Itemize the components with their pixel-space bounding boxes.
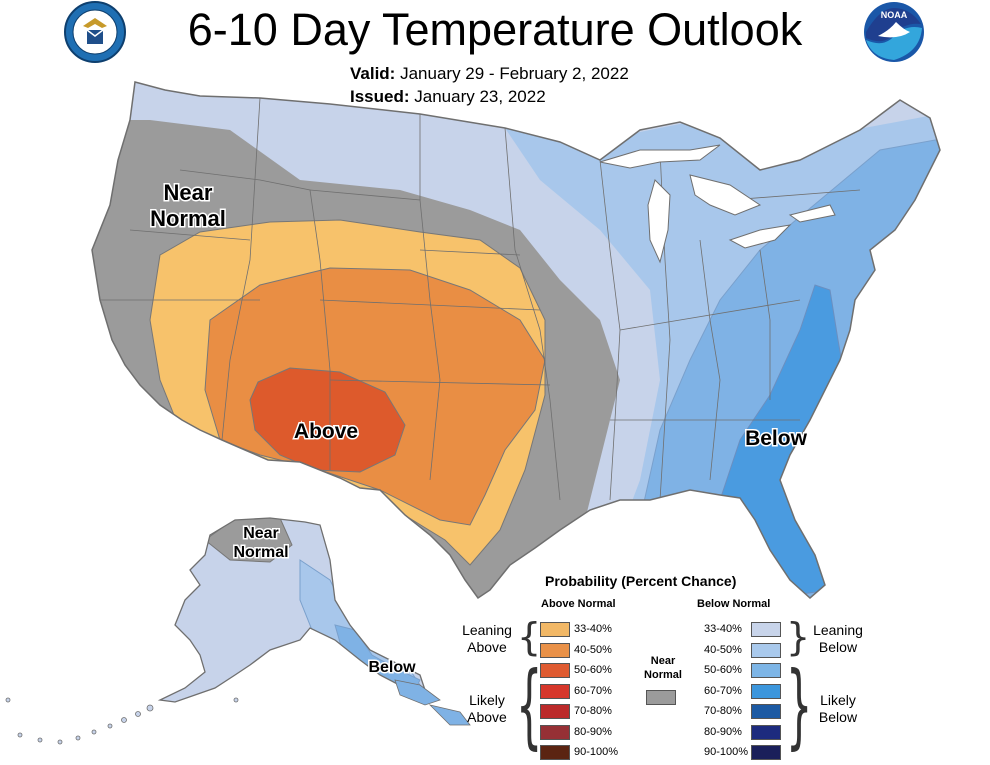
legend-likely-below: Likely Below bbox=[803, 692, 873, 726]
legend-above-row-label: 50-60% bbox=[574, 664, 612, 676]
legend-likely-above: Likely Above bbox=[452, 692, 522, 726]
legend-above-row-label: 90-100% bbox=[574, 746, 619, 758]
legend-below-row-swatch bbox=[751, 663, 781, 678]
valid-line: Valid: January 29 - February 2, 2022 bbox=[350, 64, 629, 84]
above-label: Above bbox=[294, 420, 358, 443]
legend-below-row-swatch bbox=[751, 683, 781, 699]
legend-leaning-below-1: Leaning bbox=[813, 622, 863, 638]
legend-likely-below-1: Likely bbox=[820, 692, 856, 708]
legend-below-row-swatch bbox=[751, 704, 781, 719]
department-of-commerce-seal bbox=[64, 1, 126, 63]
legend-below-header: Below Normal bbox=[697, 598, 771, 610]
legend-below-row-label: 33-40% bbox=[704, 623, 742, 635]
legend-above-row-label: 80-90% bbox=[574, 725, 612, 738]
legend-above-row-swatch bbox=[540, 622, 570, 637]
legend-below-row-label: 40-50% bbox=[704, 643, 742, 656]
state-borders bbox=[100, 97, 861, 501]
legend-above-row-label: 60-70% bbox=[574, 684, 612, 697]
legend-leaning-above: Leaning Above bbox=[452, 622, 522, 656]
legend-above-row-swatch bbox=[540, 683, 570, 699]
legend-leaning-above-1: Leaning bbox=[462, 622, 512, 638]
legend-brace-leaning-above: { bbox=[517, 615, 542, 659]
noaa-logo-text: NOAA bbox=[881, 10, 908, 20]
valid-label: Valid: bbox=[350, 64, 396, 83]
southeast-alaska-islands bbox=[394, 679, 471, 726]
legend-above-header: Above Normal bbox=[541, 598, 616, 610]
page-title: 6-10 Day Temperature Outlook bbox=[187, 4, 803, 55]
legend-below-row-label: 50-60% bbox=[704, 664, 742, 676]
issued-label: Issued: bbox=[350, 87, 410, 106]
legend-title: Probability (Percent Chance) bbox=[545, 573, 737, 589]
legend-below-row-swatch bbox=[751, 642, 781, 658]
legend-above-row-swatch bbox=[540, 745, 570, 760]
legend-near-label-2: Normal bbox=[644, 669, 682, 681]
alaska-below-label: Below bbox=[368, 659, 416, 676]
issued-line: Issued: January 23, 2022 bbox=[350, 87, 546, 107]
aleutian-islands bbox=[5, 697, 239, 745]
below-label: Below bbox=[745, 427, 808, 450]
legend-above-row-label: 70-80% bbox=[574, 705, 612, 717]
legend-below-row-swatch bbox=[751, 724, 781, 740]
valid-value: January 29 - February 2, 2022 bbox=[400, 64, 629, 83]
legend-below-row-swatch bbox=[751, 745, 781, 760]
legend-above-row-swatch bbox=[540, 704, 570, 719]
issued-value: January 23, 2022 bbox=[414, 87, 546, 106]
legend-brace-leaning-below: } bbox=[786, 615, 811, 659]
legend-near-label-1: Near bbox=[650, 655, 676, 667]
legend-below-row-label: 60-70% bbox=[704, 684, 742, 697]
legend-above-row-label: 33-40% bbox=[574, 623, 612, 635]
legend-above-row-swatch bbox=[540, 724, 570, 740]
legend-leaning-above-2: Above bbox=[467, 639, 507, 655]
legend-likely-above-2: Above bbox=[467, 709, 507, 725]
alaska-near-normal-label-2: Normal bbox=[233, 544, 288, 561]
legend-below-row-label: 80-90% bbox=[704, 725, 742, 738]
near-normal-west-label-2: Normal bbox=[150, 206, 226, 231]
legend-brace-likely-below: } bbox=[786, 652, 813, 759]
noaa-logo: NOAA bbox=[864, 2, 924, 62]
legend-below-row-label: 90-100% bbox=[704, 746, 749, 758]
legend-above-row-label: 40-50% bbox=[574, 643, 612, 656]
legend-above-row-swatch bbox=[540, 663, 570, 678]
legend-leaning-below-2: Below bbox=[818, 639, 858, 655]
legend-above-row-swatch bbox=[540, 642, 570, 658]
legend-likely-below-2: Below bbox=[818, 709, 858, 725]
great-lakes bbox=[599, 144, 836, 264]
legend-near-normal-swatch bbox=[646, 690, 676, 705]
legend-leaning-below: Leaning Below bbox=[803, 622, 873, 656]
alaska-near-normal-label-1: Near bbox=[243, 525, 279, 542]
near-normal-west-label-1: Near bbox=[164, 180, 213, 205]
legend-below-row-swatch bbox=[751, 622, 781, 637]
legend-brace-likely-above: { bbox=[516, 652, 543, 759]
legend-below-row-label: 70-80% bbox=[704, 705, 742, 717]
legend-likely-above-1: Likely bbox=[469, 692, 505, 708]
